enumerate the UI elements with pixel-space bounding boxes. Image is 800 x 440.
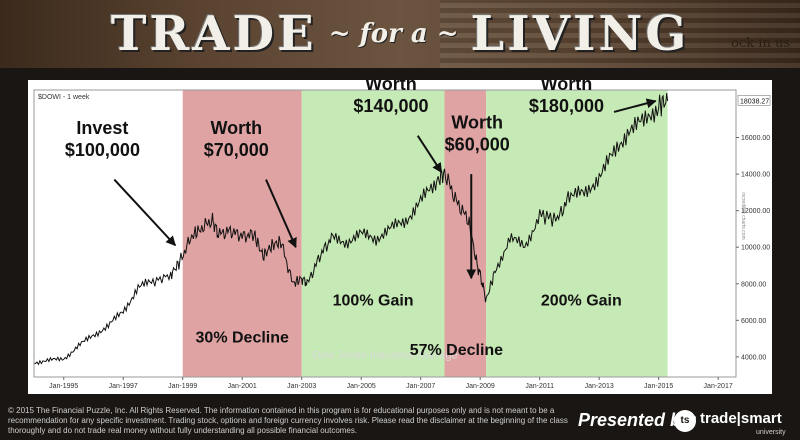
annotation-invest-arrow — [113, 178, 177, 247]
x-tick-label: Jan-2013 — [585, 383, 614, 390]
y-tick-label: 8000.00 — [741, 281, 766, 288]
brand-name: trade|smart — [700, 410, 782, 427]
y-tick-label: 6000.00 — [741, 318, 766, 325]
x-tick-label: Jan-2007 — [406, 383, 435, 390]
footer: © 2015 The Financial Puzzle, Inc. All Ri… — [0, 402, 800, 440]
annotation-worth70-line1: Worth — [210, 118, 262, 138]
chart-watermark: Dow Jones Industrial Average — [312, 350, 457, 362]
label-gain200: 200% Gain — [541, 293, 622, 310]
last-value-label: 18038.27 — [740, 98, 769, 105]
presented-by-label: Presented by: — [578, 410, 698, 430]
banner-title: TRADE ~ for a ~ LIVING — [0, 4, 800, 64]
y-tick-label: 12000.00 — [741, 208, 770, 215]
annotation-worth70-line2: $70,000 — [204, 140, 269, 160]
annotation-worth140-line1: Worth — [365, 80, 417, 94]
banner-side-text: ock in us — [731, 36, 790, 51]
annotation-invest-line2: $100,000 — [65, 140, 140, 160]
y-tick-label: 16000.00 — [741, 135, 770, 142]
label-decline57: 57% Decline — [410, 342, 503, 359]
disclaimer-text: © 2015 The Financial Puzzle, Inc. All Ri… — [8, 406, 568, 435]
x-tick-label: Jan-1997 — [109, 383, 138, 390]
x-tick-label: Jan-1999 — [168, 383, 197, 390]
shaded-region-4 — [486, 90, 668, 377]
tradesmart-logo-icon: ts — [674, 410, 696, 432]
y-tick-label: 10000.00 — [741, 245, 770, 252]
flag-stripes-decoration — [440, 0, 800, 68]
annotation-worth70-arrow — [265, 179, 297, 249]
symbol-label: $DOWI - 1 week — [38, 94, 90, 101]
label-gain100: 100% Gain — [333, 293, 414, 310]
title-banner: TRADE ~ for a ~ LIVING ock in us — [0, 0, 800, 68]
x-tick-label: Jan-2011 — [525, 383, 554, 390]
x-tick-label: Jan-2001 — [228, 383, 257, 390]
label-decline30: 30% Decline — [196, 329, 289, 346]
annotation-worth180-line1: Worth — [541, 80, 593, 94]
annotation-worth140-line2: $140,000 — [353, 96, 428, 116]
title-word-for-a: ~ for a ~ — [328, 19, 459, 49]
y-tick-label: 4000.00 — [741, 354, 766, 361]
source-note: incredible charts.com — [740, 192, 746, 239]
x-tick-label: Jan-2017 — [704, 383, 733, 390]
plot-frame — [33, 89, 737, 378]
shaded-region-2 — [301, 90, 445, 377]
annotation-worth60-line2: $60,000 — [445, 134, 510, 154]
x-tick-label: Jan-1995 — [49, 383, 78, 390]
annotation-worth180-arrow — [613, 98, 657, 113]
annotation-worth180-line2: $180,000 — [529, 96, 604, 116]
title-word-living: LIVING — [470, 6, 690, 62]
brand-subtitle: university — [756, 429, 786, 436]
y-tick-label: 14000.00 — [741, 172, 770, 179]
annotation-worth60-line1: Worth — [451, 112, 503, 132]
title-word-trade: TRADE — [110, 6, 317, 62]
shaded-region-3 — [444, 90, 487, 377]
price-line — [33, 92, 669, 366]
chart-panel: Dow Jones Industrial Average $DOWI - 1 w… — [28, 80, 772, 394]
shaded-region-1 — [182, 90, 302, 377]
x-tick-label: Jan-2003 — [287, 383, 316, 390]
annotation-invest-line1: Invest — [76, 118, 128, 138]
x-tick-label: Jan-2005 — [347, 383, 376, 390]
last-value-box — [737, 95, 771, 106]
dow-chart: Dow Jones Industrial Average $DOWI - 1 w… — [33, 80, 771, 390]
x-tick-label: Jan-2009 — [466, 383, 495, 390]
annotation-worth140-arrow — [416, 135, 443, 174]
x-tick-label: Jan-2015 — [644, 383, 673, 390]
